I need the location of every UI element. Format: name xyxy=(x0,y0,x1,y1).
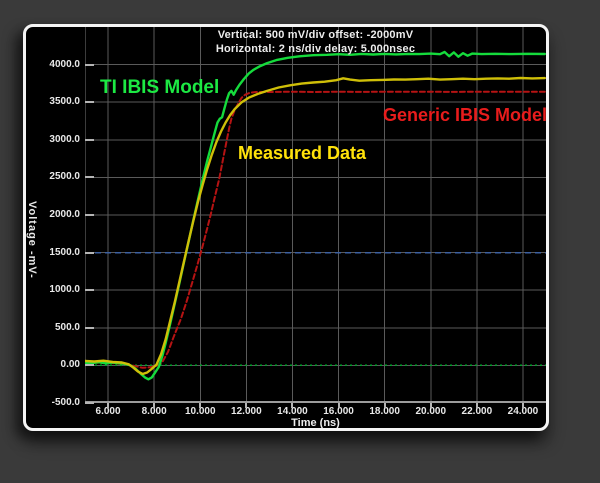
x-tick-mark xyxy=(153,403,156,408)
y-tick-label: 1000.0 xyxy=(49,284,80,296)
horizontal-setting-text: Horizontal: 2 ns/div delay: 5.000nsec xyxy=(215,42,416,55)
x-tick-label: 8.000 xyxy=(141,406,167,417)
vertical-setting-text: Vertical: 500 mV/div offset: -2000mV xyxy=(217,29,414,41)
x-tick-label: 24.000 xyxy=(507,406,539,417)
scope-settings-readout: Vertical: 500 mV/div offset: -2000mV Hor… xyxy=(85,29,546,56)
x-tick-mark xyxy=(107,403,110,408)
x-tick-mark xyxy=(245,403,248,408)
x-tick-mark xyxy=(291,403,294,408)
y-tick-label: 2000.0 xyxy=(49,209,80,220)
plot-area xyxy=(85,27,546,403)
x-tick-mark xyxy=(383,403,386,408)
x-tick-label: 20.000 xyxy=(415,406,447,417)
y-tick-label: -500.0 xyxy=(51,397,80,408)
x-axis-title: Time (ns) xyxy=(291,417,340,429)
waveform-chart xyxy=(85,27,546,403)
y-tick-label: 3500.0 xyxy=(49,96,80,108)
series-label-measured-data: Measured Data xyxy=(238,143,367,163)
y-tick-label: 0.00 xyxy=(60,359,80,371)
y-axis-title: Voltage -mV- xyxy=(26,201,38,279)
waveform-measured-data xyxy=(85,76,546,376)
y-tick-label: 3000.0 xyxy=(49,133,80,145)
y-tick-mark xyxy=(85,101,94,104)
y-tick-mark xyxy=(85,214,94,216)
y-tick-mark xyxy=(85,402,94,404)
x-tick-label: 14.000 xyxy=(277,406,308,417)
x-tick-mark xyxy=(521,403,524,408)
y-tick-mark xyxy=(85,326,94,329)
y-tick-mark xyxy=(85,251,94,254)
y-tick-mark xyxy=(85,176,94,179)
y-tick-mark xyxy=(85,63,94,66)
x-tick-label: 10.000 xyxy=(184,406,216,417)
x-tick-mark xyxy=(475,403,478,408)
series-label-ti-ibis-model: TI IBIS Model xyxy=(100,77,220,98)
y-tick-label: 1500.0 xyxy=(49,246,80,258)
y-tick-label: 2500.0 xyxy=(49,171,80,183)
x-tick-mark xyxy=(429,403,432,408)
x-tick-label: 18.000 xyxy=(369,406,400,417)
y-tick-label: 4000.0 xyxy=(49,58,80,70)
x-tick-label: 22.000 xyxy=(461,406,493,417)
series-label-generic-ibis-model: Generic IBIS Model xyxy=(383,105,548,125)
x-tick-mark xyxy=(337,403,340,408)
x-tick-label: 16.000 xyxy=(323,406,354,417)
y-tick-mark xyxy=(85,364,94,367)
y-tick-label: 500.0 xyxy=(54,321,80,333)
waveform-ti-ibis-model xyxy=(85,50,546,381)
x-tick-mark xyxy=(199,403,202,408)
y-tick-mark xyxy=(85,138,94,141)
x-tick-label: 12.000 xyxy=(231,406,262,417)
x-tick-label: 6.000 xyxy=(95,406,121,417)
y-tick-mark xyxy=(85,289,94,292)
